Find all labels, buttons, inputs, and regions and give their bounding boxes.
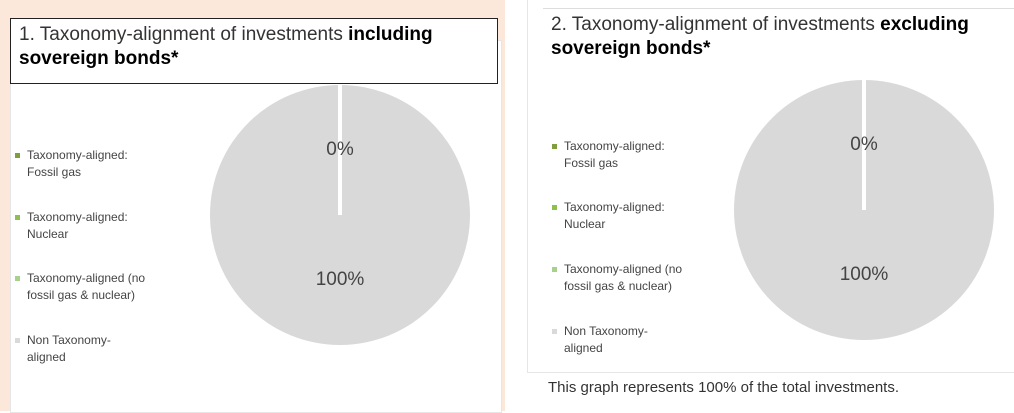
chart-title: 2. Taxonomy-alignment of investments exc… bbox=[543, 8, 1014, 72]
title-emphasis: excluding sovereign bonds* bbox=[551, 14, 969, 59]
data-label: 0% bbox=[850, 134, 878, 155]
data-label: 100% bbox=[316, 269, 365, 290]
legend-swatch bbox=[552, 144, 557, 149]
footnote: This graph represents 100% of the total … bbox=[548, 379, 900, 396]
legend-swatch bbox=[552, 329, 557, 334]
legend-item: Taxonomy-aligned (no fossil gas & nuclea… bbox=[15, 270, 149, 304]
title-text: 2. Taxonomy-alignment of investments bbox=[551, 14, 875, 35]
data-label: 100% bbox=[840, 264, 889, 285]
legend-swatch bbox=[552, 205, 557, 210]
legend-swatch bbox=[15, 215, 20, 220]
chart-title: 1. Taxonomy-alignment of investments inc… bbox=[10, 18, 498, 84]
legend-swatch bbox=[15, 338, 20, 343]
legend-item: Taxonomy-aligned: Nuclear bbox=[15, 209, 149, 243]
legend-item: Non Taxonomy-aligned bbox=[552, 323, 686, 357]
title-emphasis: including sovereign bonds* bbox=[19, 24, 433, 69]
legend-item: Non Taxonomy-aligned bbox=[15, 332, 149, 366]
data-label: 0% bbox=[326, 139, 354, 160]
legend-item: Taxonomy-aligned: Fossil gas bbox=[552, 138, 686, 172]
legend-item: Taxonomy-aligned: Fossil gas bbox=[15, 147, 149, 181]
title-text: 1. Taxonomy-alignment of investments bbox=[19, 24, 343, 45]
legend-swatch bbox=[15, 153, 20, 158]
legend-item: Taxonomy-aligned (no fossil gas & nuclea… bbox=[552, 261, 686, 295]
legend-swatch bbox=[552, 267, 557, 272]
legend-swatch bbox=[15, 276, 20, 281]
legend-item: Taxonomy-aligned: Nuclear bbox=[552, 199, 686, 233]
